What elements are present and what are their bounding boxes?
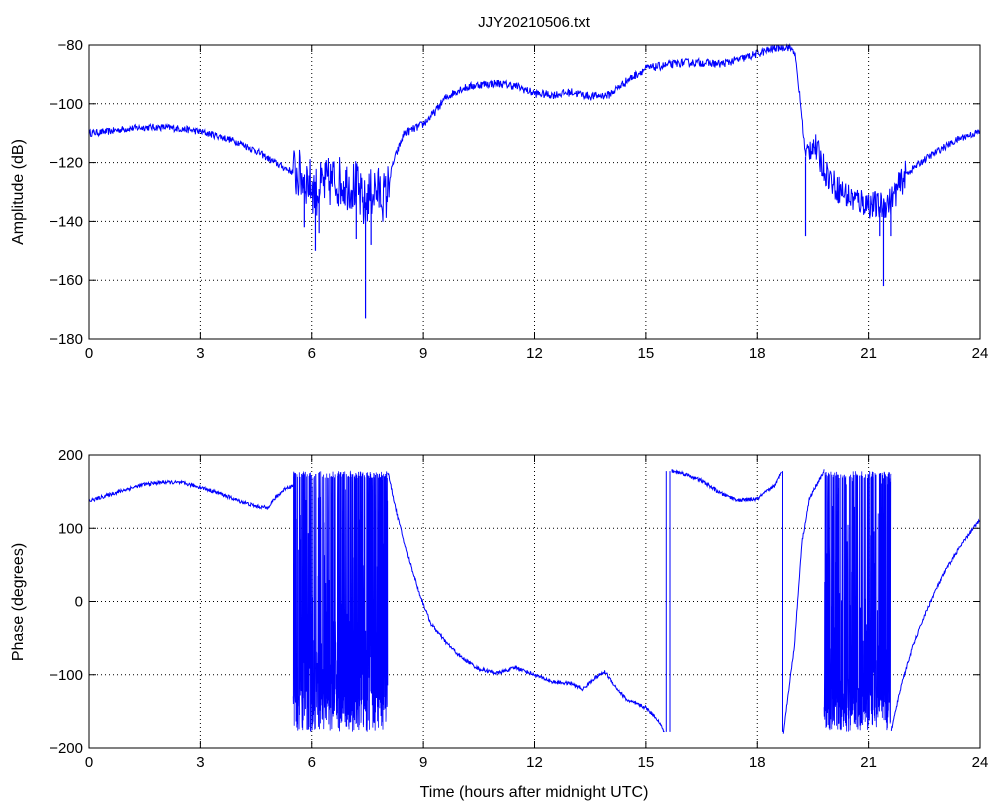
phase-y-tick-label: 200: [58, 447, 83, 464]
amplitude-x-tick-label: 18: [749, 345, 766, 362]
phase-series-line: [890, 518, 981, 732]
amplitude-y-tick-label: −180: [49, 331, 83, 348]
phase-series-line: [387, 472, 665, 733]
phase-y-axis-label: Phase (degrees): [10, 543, 27, 661]
phase-x-tick-label: 18: [749, 754, 766, 771]
phase-x-tick-label: 6: [308, 754, 316, 771]
phase-x-tick-label: 15: [638, 754, 655, 771]
amplitude-x-tick-label: 15: [638, 345, 655, 362]
amplitude-x-tick-label: 21: [860, 345, 877, 362]
phase-series-line: [88, 479, 294, 511]
phase-x-tick-label: 24: [972, 754, 989, 771]
phase-x-tick-label: 0: [85, 754, 93, 771]
amplitude-ticks: 0 3 6 9 12 15 18 21 24 −80 −100 −120 −140 −160 −180: [49, 37, 988, 362]
phase-y-tick-label: −200: [49, 740, 83, 757]
amplitude-x-tick-label: 12: [526, 345, 543, 362]
amplitude-y-tick-label: −120: [49, 155, 83, 172]
phase-axes-box: [88, 454, 981, 749]
phase-x-tick-label: 12: [526, 754, 543, 771]
phase-noise-region: [292, 470, 389, 732]
phase-noise-region: [823, 471, 892, 732]
amplitude-y-tick-label: −160: [49, 272, 83, 289]
phase-x-tick-label: 9: [419, 754, 427, 771]
phase-line: [88, 469, 981, 734]
amplitude-x-tick-label: 6: [308, 345, 316, 362]
phase-x-tick-label: 21: [860, 754, 877, 771]
amplitude-x-tick-label: 9: [419, 345, 427, 362]
phase-series-line: [671, 469, 782, 503]
amplitude-axes-box: [88, 44, 981, 340]
amplitude-line: [88, 43, 981, 319]
amplitude-x-tick-label: 0: [85, 345, 93, 362]
amplitude-plot-title: JJY20210506.txt: [478, 14, 591, 31]
amplitude-x-tick-label: 3: [196, 345, 204, 362]
phase-y-tick-label: 100: [58, 520, 83, 537]
phase-y-tick-label: 0: [75, 594, 83, 611]
amplitude-y-tick-label: −140: [49, 213, 83, 230]
amplitude-series-line: [88, 43, 981, 224]
phase-x-tick-label: 3: [196, 754, 204, 771]
phase-y-tick-label: −100: [49, 667, 83, 684]
amplitude-x-tick-label: 24: [972, 345, 989, 362]
phase-series-line: [782, 469, 825, 734]
amplitude-y-tick-label: −100: [49, 96, 83, 113]
phase-x-axis-label: Time (hours after midnight UTC): [420, 784, 649, 801]
amplitude-y-axis-label: Amplitude (dB): [10, 139, 27, 245]
amplitude-y-tick-label: −80: [58, 37, 83, 54]
phase-plot: 0 3 6 9 12 15 18 21 24 200 100 0 −100 −200 Phase (deg…: [10, 447, 988, 801]
amplitude-plot: JJY20210506.txt 0 3 6 9 12 15 18 21 24 −80 −100 −12…: [10, 14, 988, 362]
